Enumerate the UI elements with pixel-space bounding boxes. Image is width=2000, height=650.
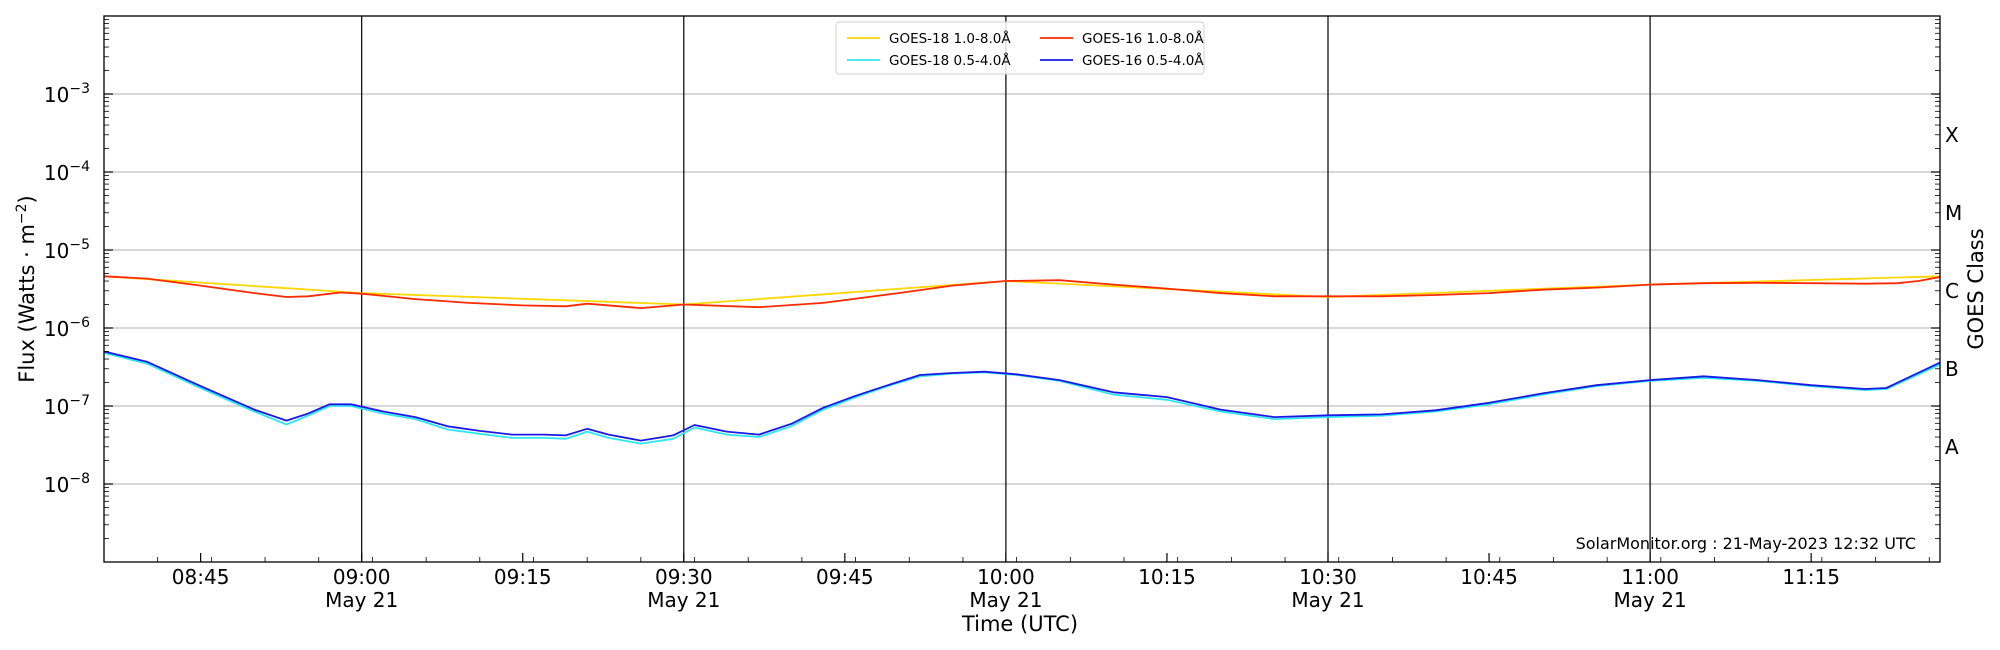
x-tick-label: 09:45 bbox=[816, 565, 874, 589]
y-tick-label: 10−4 bbox=[44, 159, 90, 185]
y-axis-title: Flux (Watts · m−2) bbox=[14, 195, 39, 383]
date-vertical-lines bbox=[361, 16, 1651, 562]
y-tick-base: 10 bbox=[44, 473, 69, 497]
legend-label-3: GOES-16 1.0-8.0Å bbox=[1082, 30, 1204, 47]
y-tick-base: 10 bbox=[44, 317, 69, 341]
plot-frame bbox=[103, 15, 1941, 563]
goes-class-labels: X M C B A bbox=[1945, 123, 1962, 459]
y-axis-ticks: 10−310−410−510−610−710−8 bbox=[44, 19, 1940, 539]
goes-class-label-c: C bbox=[1945, 279, 1959, 303]
legend-label-1: GOES-18 1.0-8.0Å bbox=[889, 30, 1011, 47]
series-lines bbox=[103, 275, 1941, 445]
x-axis-title: Time (UTC) bbox=[961, 612, 1078, 636]
x-tick-label: 09:30 bbox=[655, 565, 713, 589]
series-line-3 bbox=[103, 275, 1941, 310]
y-axis-title-exponent: −2 bbox=[14, 203, 30, 224]
y-tick-exponent: −7 bbox=[69, 393, 90, 409]
x-tick-date-label: May 21 bbox=[325, 588, 398, 612]
series-line-4 bbox=[103, 350, 1941, 442]
right-axis-title: GOES Class bbox=[1964, 228, 1988, 349]
legend-label-2: GOES-18 0.5-4.0Å bbox=[889, 52, 1011, 69]
credit-text: SolarMonitor.org : 21-May-2023 12:32 UTC bbox=[1576, 534, 1916, 553]
y-tick-label: 10−7 bbox=[44, 393, 90, 419]
x-tick-label: 09:00 bbox=[333, 565, 391, 589]
y-tick-base: 10 bbox=[44, 83, 69, 107]
x-tick-label: 09:15 bbox=[494, 565, 552, 589]
x-tick-date-label: May 21 bbox=[647, 588, 720, 612]
goes-class-label-a: A bbox=[1945, 435, 1959, 459]
goes-class-label-b: B bbox=[1945, 357, 1959, 381]
x-tick-label: 11:15 bbox=[1782, 565, 1840, 589]
y-tick-base: 10 bbox=[44, 239, 69, 263]
legend: GOES-18 1.0-8.0Å GOES-18 0.5-4.0Å GOES-16 … bbox=[835, 21, 1205, 75]
legend-box bbox=[835, 21, 1205, 75]
goes-class-label-x: X bbox=[1945, 123, 1959, 147]
y-tick-exponent: −3 bbox=[69, 81, 90, 97]
x-tick-label: 11:00 bbox=[1621, 565, 1679, 589]
grid-lines bbox=[104, 93, 1940, 485]
x-tick-label: 08:45 bbox=[172, 565, 230, 589]
y-tick-base: 10 bbox=[44, 161, 69, 185]
y-tick-exponent: −5 bbox=[69, 237, 90, 253]
y-tick-exponent: −6 bbox=[69, 315, 90, 331]
y-axis-title-main: Flux (Watts · m bbox=[15, 224, 39, 383]
legend-entries: GOES-18 1.0-8.0Å GOES-18 0.5-4.0Å GOES-16 … bbox=[847, 30, 1204, 69]
x-tick-date-label: May 21 bbox=[969, 588, 1042, 612]
y-tick-label: 10−6 bbox=[44, 315, 90, 341]
goes-class-label-m: M bbox=[1945, 201, 1962, 225]
legend-label-4: GOES-16 0.5-4.0Å bbox=[1082, 52, 1204, 69]
y-tick-base: 10 bbox=[44, 395, 69, 419]
x-tick-date-label: May 21 bbox=[1291, 588, 1364, 612]
x-tick-label: 10:30 bbox=[1299, 565, 1357, 589]
x-tick-label: 10:00 bbox=[977, 565, 1035, 589]
y-axis-title-close: ) bbox=[15, 195, 39, 203]
y-tick-exponent: −4 bbox=[69, 159, 90, 175]
x-tick-date-label: May 21 bbox=[1614, 588, 1687, 612]
x-tick-label: 10:45 bbox=[1460, 565, 1518, 589]
y-tick-exponent: −8 bbox=[69, 471, 90, 487]
y-tick-label: 10−3 bbox=[44, 81, 90, 107]
y-tick-label: 10−8 bbox=[44, 471, 90, 497]
x-tick-label: 10:15 bbox=[1138, 565, 1196, 589]
y-tick-label: 10−5 bbox=[44, 237, 90, 263]
